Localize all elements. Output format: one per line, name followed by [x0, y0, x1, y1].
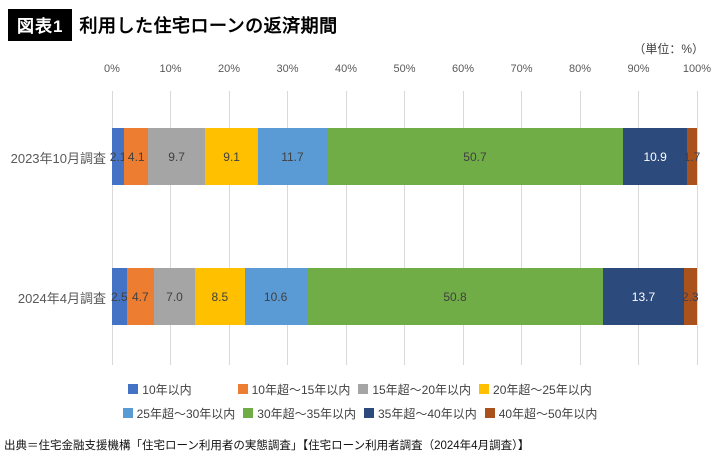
plot-area: 2.1 4.1 9.7 9.1 11.7 50.7 10.9 1.7 2.5 4.7 7.0 8.5 1…	[109, 91, 700, 365]
bar-segment: 9.1	[205, 128, 259, 185]
data-label: 4.7	[131, 289, 149, 304]
gridline	[111, 91, 113, 365]
bar-2023年10月調査: 2.1 4.1 9.7 9.1 11.7 50.7 10.9 1.7	[109, 128, 700, 185]
figure-number-badge: 図表1	[8, 9, 73, 41]
gridline	[170, 91, 171, 365]
gridline	[521, 91, 522, 365]
category-label: 2024年4月調査	[17, 291, 106, 306]
page-title: 利用した住宅ローンの返済期間	[79, 16, 338, 36]
legend-swatch	[479, 384, 490, 394]
gridline	[404, 91, 405, 365]
axis-tick-label: 30%	[276, 63, 299, 75]
legend-label: 10年超～15年以内	[251, 382, 351, 397]
data-label: 2.5	[110, 289, 128, 304]
data-label: 2.3	[681, 289, 699, 304]
chart-header: 図表1 利用した住宅ローンの返済期間	[8, 9, 338, 41]
legend-item: 35年超～40年以内	[364, 405, 477, 422]
legend-item: 40年超～50年以内	[484, 405, 598, 422]
data-label: 10.6	[263, 289, 288, 304]
bar-segment: 1.7	[684, 128, 700, 185]
legend-row: 25年超～30年以内 30年超～35年以内 35年超～40年以内 40年超～50年以内	[0, 401, 720, 425]
gridline	[287, 91, 288, 365]
data-label: 8.5	[211, 289, 229, 304]
bar-segment: 2.1	[109, 128, 127, 185]
axis-tick-label: 90%	[627, 63, 650, 75]
category-label: 2023年10月調査	[10, 151, 106, 166]
x-axis: 0% 10% 20% 30% 40% 50% 60% 70% 80% 90% 100%	[104, 63, 711, 77]
bar-segment: 4.7	[126, 268, 155, 325]
bar-segment: 2.3	[681, 268, 699, 325]
legend-item: 10年超～15年以内	[237, 381, 351, 398]
legend-item: 20年超～25年以内	[479, 381, 592, 398]
axis-tick-label: 50%	[393, 63, 416, 75]
bar-segment: 7.0	[154, 268, 195, 325]
legend-label: 25年超～30年以内	[136, 406, 236, 421]
legend-swatch	[484, 408, 495, 418]
bar-segment: 50.7	[326, 128, 624, 185]
source-note: 出典＝住宅金融支援機構「住宅ローン利用者の実態調査」【住宅ローン利用者調査（20…	[4, 440, 530, 452]
bar-segment: 10.9	[623, 128, 688, 185]
legend-item: 15年超～20年以内	[358, 381, 471, 398]
legend-swatch	[237, 384, 248, 394]
gridline	[228, 91, 230, 365]
legend-label: 40年超～50年以内	[498, 406, 598, 421]
unit-label: （単位：%）	[633, 42, 704, 56]
legend-swatch	[364, 408, 374, 418]
data-label: 2.1	[109, 149, 127, 164]
bar-segment: 11.7	[258, 128, 327, 185]
data-label: 1.7	[683, 149, 701, 164]
axis-tick-label: 60%	[451, 63, 475, 75]
legend-swatch	[358, 384, 369, 394]
legend-item: 30年超～35年以内	[243, 405, 356, 422]
data-label: 9.7	[168, 149, 185, 164]
gridline	[462, 91, 464, 365]
bar-segment: 10.6	[244, 268, 307, 325]
data-label: 7.0	[166, 289, 183, 304]
legend-label: 10年以内	[142, 382, 192, 397]
legend-label: 30年超～35年以内	[257, 406, 356, 421]
legend-label: 35年超～40年以内	[378, 406, 477, 421]
bar-2024年4月調査: 2.5 4.7 7.0 8.5 10.6 50.8 13.7 2.3	[110, 268, 699, 325]
legend-item: 25年超～30年以内	[122, 405, 236, 422]
data-label: 13.7	[631, 289, 656, 304]
legend-swatch	[128, 384, 139, 394]
data-label: 50.8	[443, 289, 467, 304]
data-label: 4.1	[127, 149, 145, 164]
axis-tick-label: 40%	[334, 63, 358, 75]
data-label: 10.9	[643, 149, 667, 164]
legend: 10年以内 10年超～15年以内 15年超～20年以内 20年超～25年以内 25年超～…	[0, 377, 720, 425]
bar-segment: 8.5	[194, 268, 245, 325]
gridline	[638, 91, 639, 365]
axis-tick-label: 20%	[217, 63, 241, 75]
data-label: 11.7	[281, 149, 304, 164]
axis-tick-label: 100%	[682, 63, 712, 75]
gridline	[696, 91, 698, 365]
axis-tick-label: 80%	[568, 63, 592, 75]
legend-label: 15年超～20年以内	[372, 382, 472, 397]
bar-segment: 13.7	[603, 268, 684, 325]
axis-tick-label: 0%	[104, 63, 120, 75]
axis-tick-label: 70%	[510, 63, 533, 75]
legend-swatch	[243, 408, 254, 418]
bar-segment: 4.1	[124, 128, 149, 185]
gridline	[345, 91, 347, 365]
gridline	[579, 91, 581, 365]
bar-segment: 50.8	[306, 268, 604, 325]
legend-item: 10年以内	[128, 381, 192, 398]
data-label: 9.1	[223, 149, 240, 164]
axis-tick-label: 10%	[159, 63, 182, 75]
data-label: 50.7	[463, 149, 487, 164]
legend-row: 10年以内 10年超～15年以内 15年超～20年以内 20年超～25年以内	[0, 377, 720, 401]
bar-segment: 9.7	[148, 128, 205, 185]
legend-label: 20年超～25年以内	[493, 382, 592, 397]
bar-segment: 2.5	[110, 268, 128, 325]
legend-swatch	[122, 408, 133, 418]
